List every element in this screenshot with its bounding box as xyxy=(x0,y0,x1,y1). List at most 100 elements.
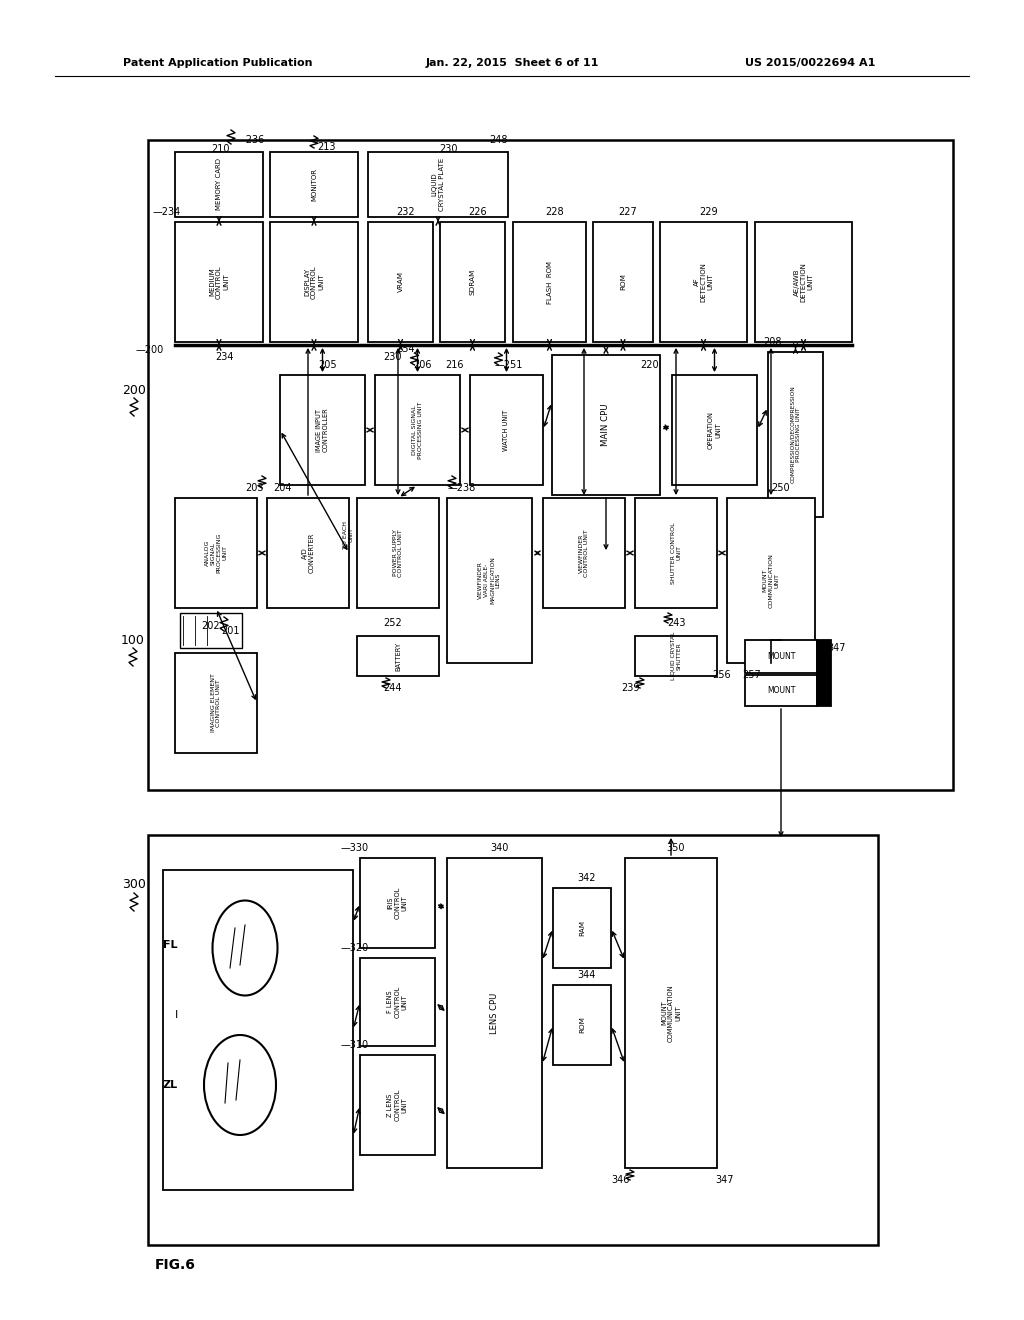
Bar xyxy=(447,858,542,1168)
Bar xyxy=(817,640,831,706)
Text: LENS CPU: LENS CPU xyxy=(490,993,499,1034)
Text: 216: 216 xyxy=(444,360,463,370)
Text: VIEWFINDER
CONTROL UNIT: VIEWFINDER CONTROL UNIT xyxy=(579,529,590,577)
Text: MOUNT
COMMUNICATION
UNIT: MOUNT COMMUNICATION UNIT xyxy=(662,985,681,1041)
Bar xyxy=(672,375,757,484)
Text: DIGITAL SIGNAL
PROCESSING UNIT: DIGITAL SIGNAL PROCESSING UNIT xyxy=(412,401,423,458)
Text: 228: 228 xyxy=(545,207,564,216)
Bar xyxy=(148,836,878,1245)
Text: 248: 248 xyxy=(488,135,507,145)
Text: WATCH UNIT: WATCH UNIT xyxy=(504,409,510,450)
Text: 200: 200 xyxy=(122,384,146,396)
Text: MOUNT
COMMUNICATION
UNIT: MOUNT COMMUNICATION UNIT xyxy=(763,553,779,609)
Text: IMAGE INPUT
CONTROLLER: IMAGE INPUT CONTROLLER xyxy=(316,408,329,453)
Text: MEMORY CARD: MEMORY CARD xyxy=(216,158,222,210)
Bar xyxy=(357,498,439,609)
Text: 344: 344 xyxy=(578,970,596,979)
Text: —200: —200 xyxy=(136,345,164,355)
Text: 346: 346 xyxy=(610,1175,629,1185)
Bar xyxy=(745,675,817,706)
Ellipse shape xyxy=(213,900,278,995)
Text: DISPLAY
CONTROL
UNIT: DISPLAY CONTROL UNIT xyxy=(304,265,324,298)
Text: 229: 229 xyxy=(699,207,718,216)
Bar xyxy=(660,222,746,342)
Text: OPERATION
UNIT: OPERATION UNIT xyxy=(708,411,721,449)
Text: 205: 205 xyxy=(318,360,337,370)
Bar xyxy=(368,222,433,342)
Text: —251: —251 xyxy=(495,360,522,370)
Text: 210: 210 xyxy=(212,144,230,154)
Text: 256: 256 xyxy=(713,671,731,680)
Text: 232: 232 xyxy=(396,207,415,216)
Text: VIEWFINDER
VARI ABLE-
MAGNIFICATION
LENS: VIEWFINDER VARI ABLE- MAGNIFICATION LENS xyxy=(478,557,501,605)
Text: F LENS
CONTROL
UNIT: F LENS CONTROL UNIT xyxy=(387,986,408,1018)
Bar xyxy=(267,498,349,609)
Bar xyxy=(755,222,852,342)
Text: 220: 220 xyxy=(641,360,659,370)
Bar xyxy=(745,640,817,673)
Text: US 2015/0022694 A1: US 2015/0022694 A1 xyxy=(744,58,876,69)
Bar xyxy=(635,636,717,676)
Text: IMAGING ELEMENT
CONTROL UNIT: IMAGING ELEMENT CONTROL UNIT xyxy=(211,673,221,733)
Text: VRAM: VRAM xyxy=(397,272,403,293)
Text: 250: 250 xyxy=(772,483,791,492)
Text: A/D
CONVERTER: A/D CONVERTER xyxy=(301,533,314,573)
Bar xyxy=(360,858,435,948)
Text: MONITOR: MONITOR xyxy=(311,168,317,201)
Bar xyxy=(470,375,543,484)
Bar xyxy=(175,222,263,342)
Bar xyxy=(768,352,823,517)
Bar xyxy=(543,498,625,609)
Bar xyxy=(175,152,263,216)
Text: 234: 234 xyxy=(215,352,233,362)
Text: 206: 206 xyxy=(414,360,432,370)
Text: MOUNT: MOUNT xyxy=(767,652,796,661)
Text: BATTERY: BATTERY xyxy=(395,642,401,671)
Bar xyxy=(553,888,611,968)
Bar xyxy=(270,152,358,216)
Text: Jan. 22, 2015  Sheet 6 of 11: Jan. 22, 2015 Sheet 6 of 11 xyxy=(425,58,599,69)
Text: 100: 100 xyxy=(121,634,145,647)
Text: 230: 230 xyxy=(438,144,458,154)
Text: 227: 227 xyxy=(618,207,637,216)
Text: 202: 202 xyxy=(202,620,220,631)
Text: 201: 201 xyxy=(222,626,241,636)
Text: 213: 213 xyxy=(316,143,335,152)
Bar xyxy=(163,870,353,1191)
Text: Z LENS
CONTROL
UNIT: Z LENS CONTROL UNIT xyxy=(387,1089,408,1121)
Bar xyxy=(593,222,653,342)
Text: AE/AWB
DETECTION
UNIT: AE/AWB DETECTION UNIT xyxy=(794,263,813,302)
Text: 252: 252 xyxy=(384,618,402,628)
Text: MEDIUM
CONTROL
UNIT: MEDIUM CONTROL UNIT xyxy=(209,265,229,298)
Text: LIQUID CRYSTAL
SHUTTER: LIQUID CRYSTAL SHUTTER xyxy=(671,632,681,680)
Bar xyxy=(447,498,532,663)
Bar xyxy=(375,375,460,484)
Text: MAIN CPU: MAIN CPU xyxy=(601,404,610,446)
Bar xyxy=(357,636,439,676)
Text: FLASH  ROM: FLASH ROM xyxy=(547,260,553,304)
Text: ROM: ROM xyxy=(620,273,626,290)
Text: 204: 204 xyxy=(272,483,291,492)
Bar xyxy=(727,498,815,663)
Text: —234: —234 xyxy=(153,207,181,216)
Text: 208: 208 xyxy=(764,337,782,347)
Bar xyxy=(280,375,365,484)
Text: 203: 203 xyxy=(246,483,264,492)
Text: TO EACH
UNIT: TO EACH UNIT xyxy=(343,521,353,549)
Text: MOUNT: MOUNT xyxy=(767,686,796,696)
Text: —238: —238 xyxy=(447,483,476,492)
Bar xyxy=(440,222,505,342)
Text: 254: 254 xyxy=(396,345,415,354)
Text: FIG.6: FIG.6 xyxy=(155,1258,196,1272)
Bar xyxy=(175,498,257,609)
Text: 230: 230 xyxy=(383,352,401,362)
Text: SDRAM: SDRAM xyxy=(469,269,475,296)
Bar xyxy=(148,140,953,789)
Bar xyxy=(368,152,508,216)
Text: 226: 226 xyxy=(468,207,486,216)
Text: IRIS
CONTROL
UNIT: IRIS CONTROL UNIT xyxy=(387,887,408,919)
Text: 244: 244 xyxy=(384,682,402,693)
Bar xyxy=(635,498,717,609)
Text: —320: —320 xyxy=(341,942,369,953)
Text: 239: 239 xyxy=(621,682,639,693)
